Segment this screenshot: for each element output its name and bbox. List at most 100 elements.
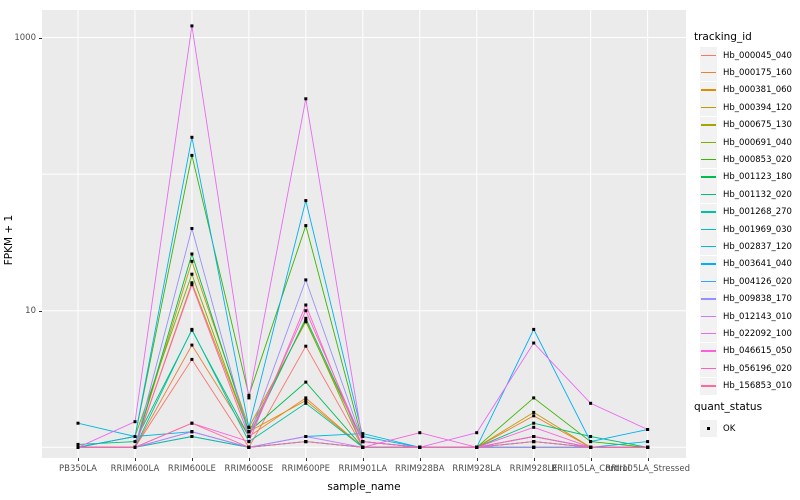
data-point [304,396,308,400]
data-point [532,425,536,429]
legend-item-label: Hb_056196_020 [723,363,792,374]
data-point [532,414,536,418]
data-point [304,316,308,320]
data-point [190,259,194,263]
data-point [76,442,80,446]
data-point [133,440,137,444]
legend-line-swatch [701,385,716,387]
data-point [532,440,536,444]
data-point [190,421,194,425]
data-point [304,399,308,402]
data-point [190,272,194,276]
y-tick-mark [39,310,42,312]
x-tick-mark [78,458,79,461]
legend-key-box [700,203,717,221]
data-point [589,440,593,444]
x-tick-mark [134,458,136,461]
legend-title-tracking-id: tracking_id [694,31,752,43]
legend-item-label: Hb_001132_020 [723,189,792,200]
data-point [532,327,536,331]
data-point [532,410,536,414]
data-point [304,97,308,101]
data-point [304,224,308,228]
data-point [532,445,536,449]
legend-key-box [700,255,717,273]
x-tick-label-RRIM928LA: RRIM928LA [452,464,502,474]
data-point [133,435,137,438]
data-point [589,435,593,438]
legend-item-label: Hb_003641_040 [723,259,792,270]
data-point [589,445,593,449]
legend-key-box [700,325,717,343]
x-tick-label-RRII105LA_Stressed: RRII105LA_Stressed [605,464,690,474]
x-tick-mark [305,458,307,461]
legend-key-box [700,99,717,117]
y-tick-label-10: 10 [25,305,36,316]
x-tick-mark [362,458,364,461]
data-point [304,303,308,307]
legend-line-swatch [701,89,716,91]
data-point [247,396,251,400]
data-point [247,445,251,449]
legend-item-label: Hb_009838_170 [723,294,792,305]
data-point [190,283,194,287]
legend-key-box [700,221,717,238]
legend-line-swatch [701,350,716,352]
legend-key-box [700,273,717,291]
data-point [361,440,365,444]
data-point [532,435,536,438]
x-tick-mark [476,458,478,461]
legend-line-swatch [701,228,716,230]
data-point [304,380,308,384]
x-tick-label-RRIM600SE: RRIM600SE [224,464,274,474]
x-tick-label-RRIM600PE: RRIM600PE [281,464,331,474]
data-point [76,445,80,449]
data-point [304,440,308,444]
data-point [646,445,650,449]
legend-key-box [700,186,717,204]
data-point [646,440,650,444]
data-point [247,440,251,444]
x-tick-mark [191,458,193,461]
data-point [133,420,137,424]
data-point [76,421,80,425]
x-tick-label-RRIM928BA: RRIM928BA [394,464,445,474]
legend-line-swatch [701,332,716,335]
legend-item-label: Hb_001268_270 [723,207,792,218]
data-point [532,421,536,425]
y-tick-mark [39,37,42,39]
data-point [190,327,194,331]
legend-line-swatch [701,54,716,56]
legend-key-box [700,134,717,151]
legend-item-label: Hb_002837_120 [723,241,792,252]
data-point [361,432,365,436]
data-point [418,445,422,449]
legend-item-label: Hb_156853_010 [723,381,792,392]
legend-item-label: Hb_000175_160 [723,67,792,78]
x-tick-mark [533,458,535,461]
data-point [190,435,194,438]
data-point [247,435,251,438]
legend-key-box [700,290,717,308]
data-point [418,431,422,435]
legend-key-box [700,64,717,82]
y-axis-title: FPKM + 1 [3,214,15,266]
x-tick-label-RRIM901LA: RRIM901LA [338,464,388,474]
legend-line-swatch [701,263,716,265]
x-tick-mark [248,458,250,461]
data-point [247,430,251,434]
data-point [304,278,308,282]
legend-item-label: Hb_012143_010 [723,311,792,322]
data-point [304,435,308,438]
legend-key-box [700,360,717,378]
data-point [190,153,194,157]
legend-line-swatch [701,367,716,370]
x-axis-title: sample_name [327,481,401,493]
point-marker-icon [707,427,711,431]
data-point [190,135,194,139]
data-point [133,445,137,449]
data-point [190,227,194,230]
chart-panel [42,10,686,458]
y-tick-label-1000: 1000 [14,32,36,43]
